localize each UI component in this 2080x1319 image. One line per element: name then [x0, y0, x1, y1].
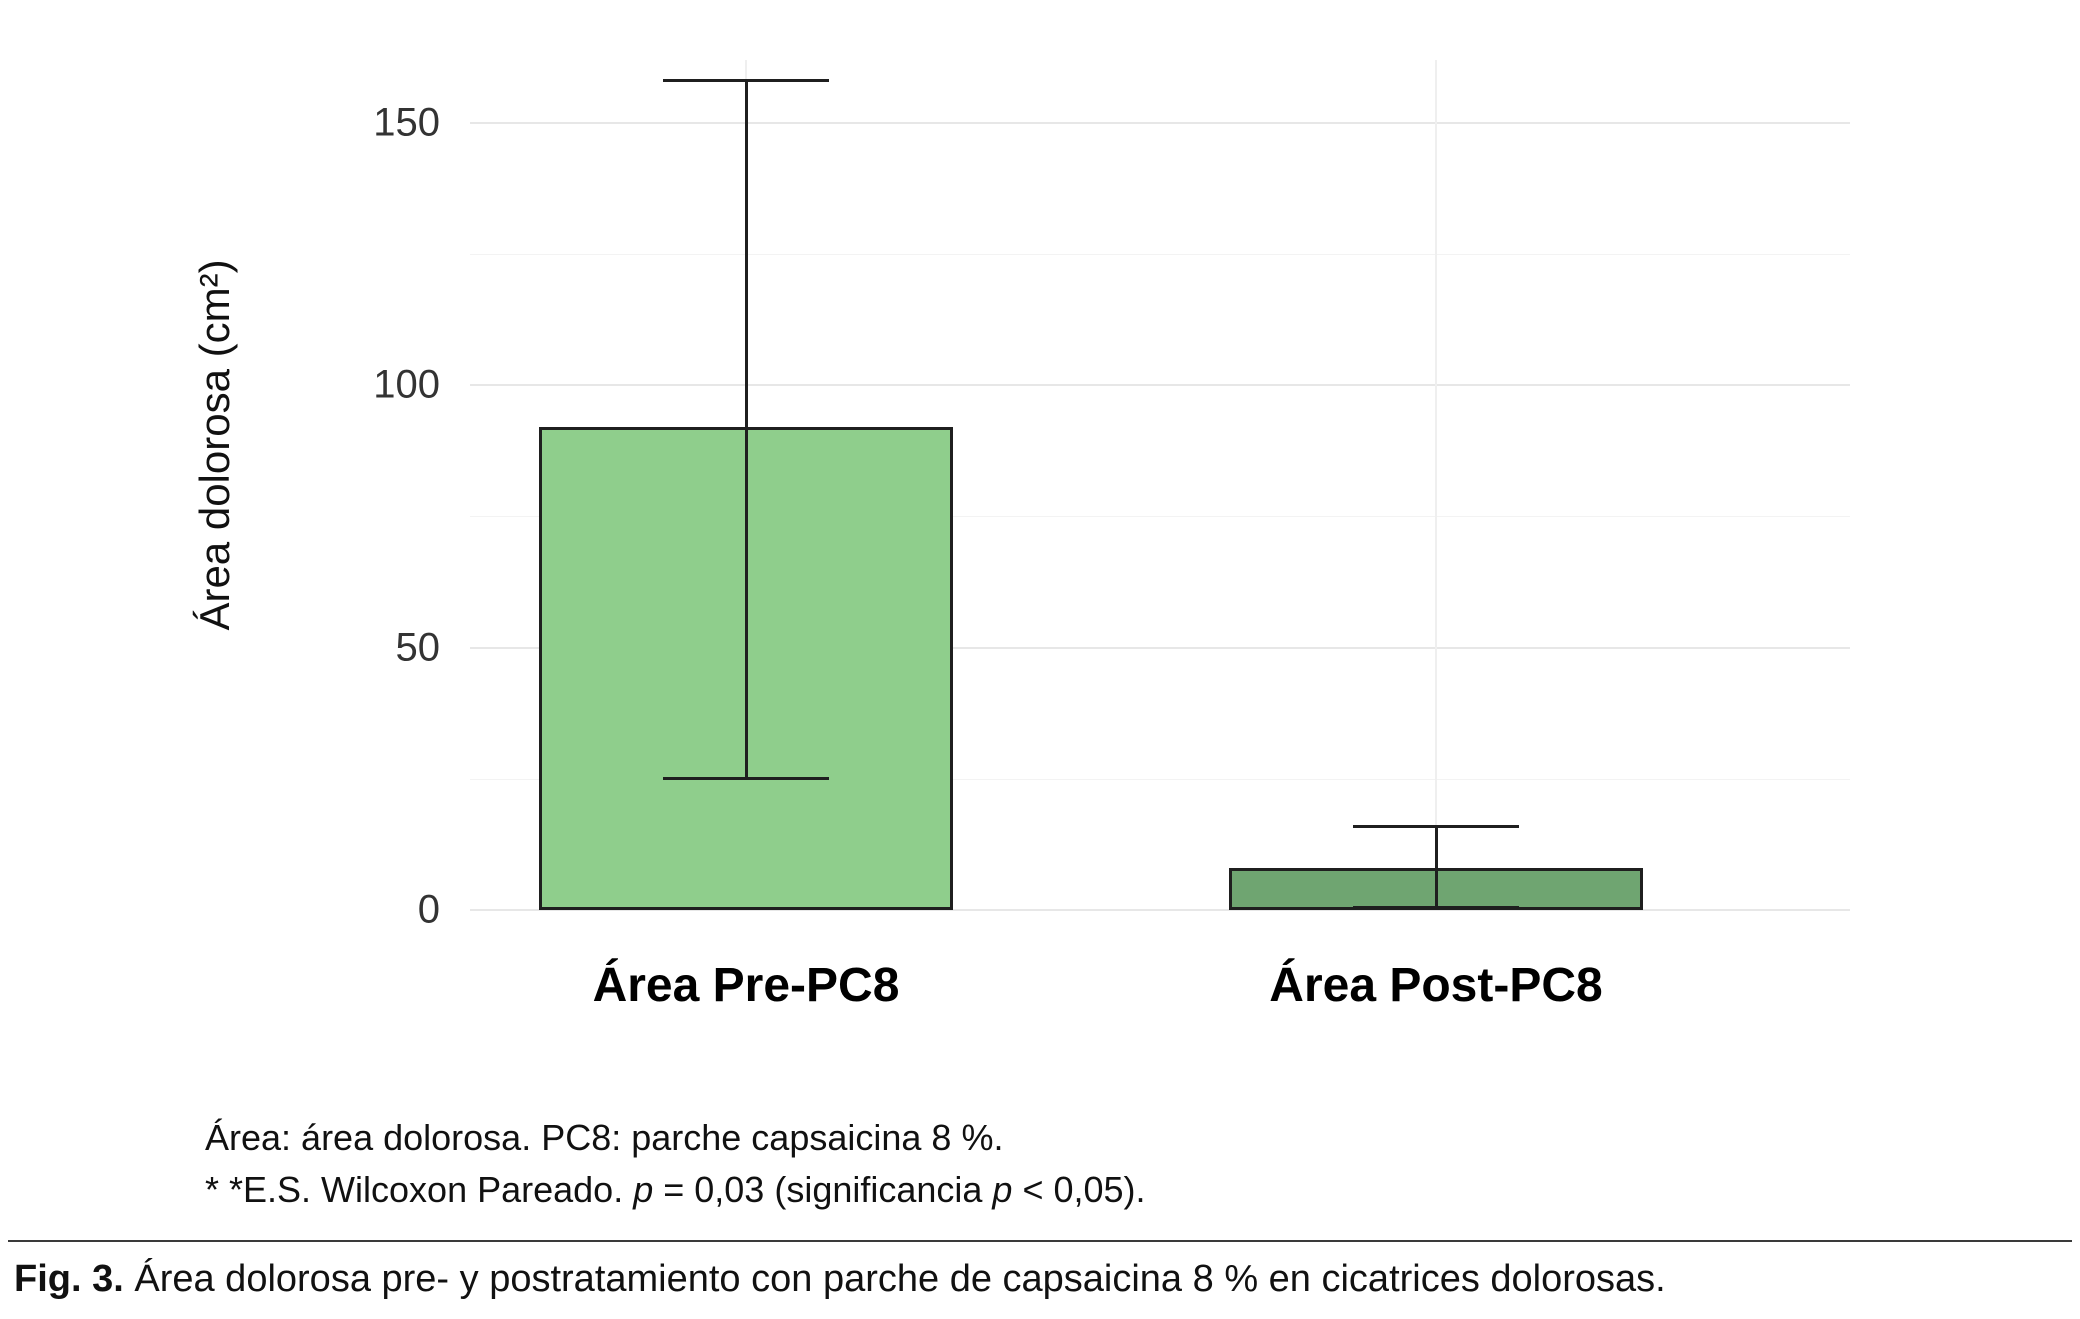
error-bar-line-2 — [1434, 826, 1438, 908]
chart-footnotes: Área: área dolorosa. PC8: parche capsaic… — [205, 1112, 1146, 1216]
footnote-p-symbol: p — [633, 1169, 654, 1211]
gridline-major-y-0 — [470, 909, 1850, 911]
bar-chart: Área dolorosa (cm²) Área Pre-PC8 Área Pos… — [191, 60, 1850, 1012]
error-bar-cap-lower-2 — [1353, 905, 1519, 909]
figure-caption-label: Fig. 3. — [14, 1258, 124, 1300]
footnote-line-2: * *E.S. Wilcoxon Pareado. p = 0,03 (sign… — [205, 1164, 1146, 1216]
y-tick-label: 100 — [373, 362, 440, 407]
gridline-major-y-100 — [470, 384, 1850, 387]
error-bar-cap-upper-1 — [663, 79, 829, 83]
y-tick-label: 150 — [373, 100, 440, 145]
y-tick-label: 0 — [417, 887, 440, 932]
footnote-line-1: Área: área dolorosa. PC8: parche capsaic… — [205, 1117, 1004, 1158]
footnote-line-2-text: = 0,03 (significancia — [653, 1169, 993, 1211]
gridline-minor-y-125 — [470, 254, 1850, 256]
y-axis-label: Área dolorosa (cm²) — [191, 259, 238, 631]
gridline-major-y-50 — [470, 646, 1850, 649]
caption-divider — [8, 1240, 2072, 1242]
footnote-p-symbol: p — [992, 1169, 1013, 1211]
figure-caption-text: Área dolorosa pre- y postratamiento con … — [134, 1258, 1666, 1300]
y-tick-label: 50 — [395, 625, 441, 670]
gridline-vertical-2 — [1435, 60, 1437, 910]
error-bar-cap-upper-2 — [1353, 824, 1519, 828]
footnote-line-2-text: < 0,05). — [1012, 1169, 1146, 1211]
plot-area: Área Pre-PC8 Área Post-PC8 — [470, 60, 1850, 1012]
figure-caption: Fig. 3. Área dolorosa pre- y postratamie… — [14, 1258, 1666, 1301]
error-bar-line-1 — [744, 80, 748, 779]
x-category-label-2: Área Post-PC8 — [1269, 959, 1603, 1012]
x-category-label-1: Área Pre-PC8 — [592, 959, 900, 1012]
footnote-line-2-text: * *E.S. Wilcoxon Pareado. — [205, 1169, 634, 1211]
error-bar-cap-lower-1 — [663, 777, 829, 781]
gridline-major-y-150 — [470, 121, 1850, 124]
gridline-minor-y-75 — [470, 516, 1850, 518]
gridline-minor-y-25 — [470, 778, 1850, 780]
